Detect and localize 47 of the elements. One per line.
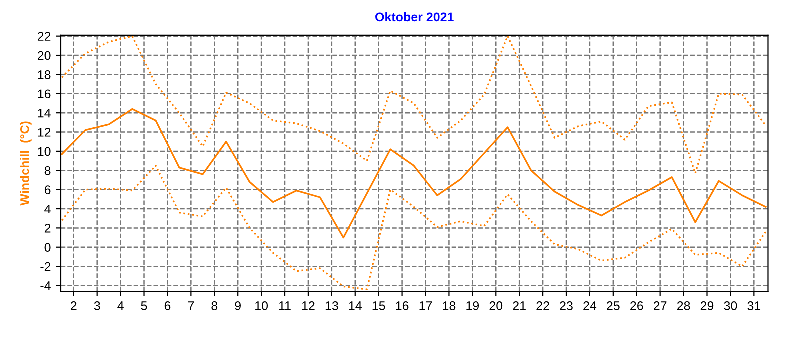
x-tick-label: 13 [326,302,338,310]
x-tick-label: 30 [724,302,738,310]
x-tick-label: 4 [118,302,124,310]
x-tick-label: 16 [396,302,409,310]
x-tick-label: 20 [490,302,503,310]
chart-title: Oktober 2021 [376,12,454,22]
x-tick-label: 17 [420,302,432,310]
x-tick-label: 3 [94,302,100,310]
x-tick-label: 31 [748,302,761,310]
x-tick-label: 22 [536,302,550,310]
y-tick-label: 6 [44,186,51,194]
x-tick-label: 25 [607,302,620,310]
y-tick-label: 16 [38,90,51,99]
x-tick-label: 9 [235,302,241,310]
y-tick-label: 18 [38,70,51,80]
x-tick-label: 29 [700,302,714,310]
x-tick-label: 18 [443,302,456,310]
y-tick-label: 10 [38,147,51,156]
y-tick-label: 14 [38,109,51,118]
x-tick-label: 28 [677,302,690,310]
y-tick-label: 12 [38,128,51,137]
x-tick-label: 6 [164,302,171,310]
x-tick-label: 10 [256,302,268,310]
y-axis-title: Windchill (°C) [20,122,32,206]
y-tick-label: 4 [44,204,51,214]
x-tick-label: 21 [513,302,526,310]
x-tick-label: 12 [302,302,315,310]
x-tick-label: 24 [584,302,597,310]
x-tick-label: 2 [71,302,77,310]
x-tick-label: 26 [630,302,644,310]
x-tick-label: 23 [560,302,573,310]
y-tick-label: 0 [44,243,51,252]
y-tick-label: 22 [38,32,51,41]
y-tick-label: -2 [40,262,51,272]
line-series [61,108,767,239]
x-tick-label: 5 [141,302,148,310]
x-tick-label: 27 [654,302,667,310]
y-tick-label: -4 [40,282,51,290]
x-tick-label: 14 [349,302,362,310]
y-tick-label: 20 [38,51,51,60]
x-tick-label: 7 [188,302,194,310]
y-tick-label: 8 [44,166,51,176]
x-tick-label: 8 [212,302,218,310]
x-tick-label: 11 [279,302,291,310]
y-tick-label: 2 [44,224,51,233]
x-tick-label: 19 [466,302,480,310]
x-tick-label: 15 [372,302,386,310]
